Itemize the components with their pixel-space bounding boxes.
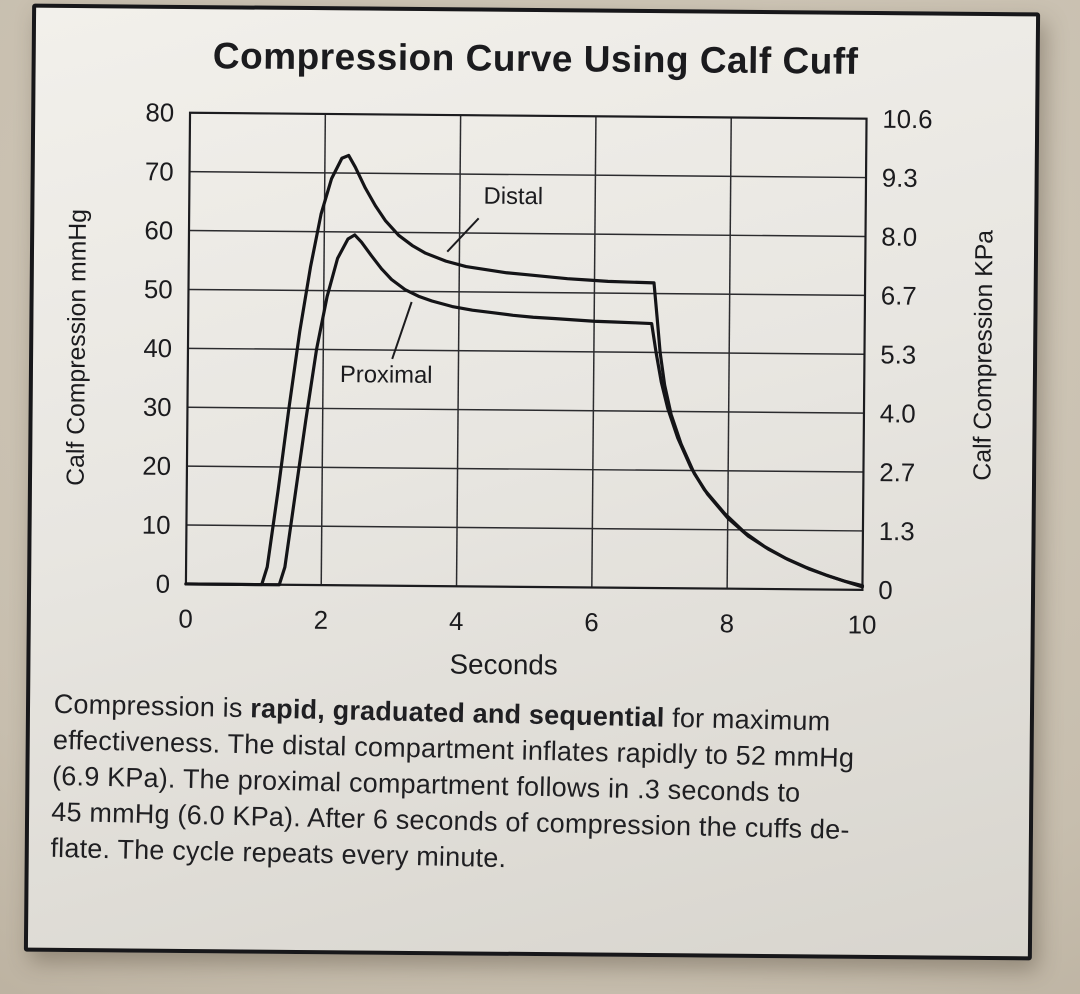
y-tick-mmhg: 60 xyxy=(144,217,173,245)
grid-line-vertical xyxy=(726,117,732,589)
caption-emphasis: rapid, graduated and sequential xyxy=(249,693,665,733)
chart-container: 0 0 10 1.3 20 2.7 30 4.0 40 5.3 50 6.7 60 8.0 70 9.3 80 1… xyxy=(38,82,1035,686)
y-tick-mmhg: 30 xyxy=(143,394,172,422)
grid-line-horizontal xyxy=(187,347,865,355)
y-tick-kpa: 8.0 xyxy=(881,224,917,252)
y-tick-kpa: 0 xyxy=(878,577,893,605)
x-tick: 6 xyxy=(584,609,599,637)
y-tick-kpa: 6.7 xyxy=(881,282,917,310)
y-tick-kpa: 4.0 xyxy=(880,400,916,428)
y-tick-mmhg: 0 xyxy=(156,571,171,599)
y-tick-mmhg: 50 xyxy=(144,276,173,304)
y-tick-mmhg: 20 xyxy=(142,453,171,481)
caption-run: for maximum xyxy=(664,702,831,737)
y-axis-label-right: Calf Compression KPa xyxy=(969,230,998,481)
plot-frame xyxy=(184,111,868,591)
caption-text: Compression is rapid, graduated and sequ… xyxy=(50,687,992,888)
y-tick-kpa: 9.3 xyxy=(882,165,918,193)
y-tick-kpa: 5.3 xyxy=(880,341,916,369)
grid-line-vertical xyxy=(320,113,327,586)
y-tick-mmhg: 80 xyxy=(145,99,174,127)
grid-line-horizontal xyxy=(188,288,866,297)
series-distal xyxy=(184,153,865,589)
grid-line-horizontal xyxy=(186,524,863,532)
y-tick-kpa: 10.6 xyxy=(882,106,932,134)
series-proximal xyxy=(184,233,865,588)
compression-chart: 0 010 1.320 2.730 4.040 5.350 6.760 8.070 9.380 1… xyxy=(63,99,999,681)
grid-line-horizontal xyxy=(189,170,867,179)
caption-run: Compression is xyxy=(53,689,251,724)
grid-line-horizontal xyxy=(186,465,864,473)
annotation-leader xyxy=(446,217,480,253)
x-axis-label: Seconds xyxy=(449,649,557,681)
chart-title: Compression Curve Using Calf Cuff xyxy=(212,35,859,82)
annotation-label: Proximal xyxy=(340,361,433,389)
y-axis-label-left: Calf Compression mmHg xyxy=(63,209,92,486)
x-tick: 10 xyxy=(848,611,877,639)
grid-line-vertical xyxy=(455,115,462,587)
x-tick: 2 xyxy=(314,607,329,635)
grid-line-horizontal xyxy=(188,229,866,238)
y-tick-mmhg: 40 xyxy=(143,335,172,363)
x-tick: 8 xyxy=(720,610,735,638)
y-tick-kpa: 1.3 xyxy=(879,518,915,546)
y-tick-mmhg: 70 xyxy=(145,158,174,186)
grid-line-horizontal xyxy=(187,406,864,414)
grid-line-vertical xyxy=(591,116,597,588)
annotation-label: Distal xyxy=(483,183,543,211)
y-tick-kpa: 2.7 xyxy=(879,459,915,487)
x-tick: 4 xyxy=(449,608,464,636)
x-tick: 0 xyxy=(178,606,193,634)
instruction-label: Compression Curve Using Calf Cuff 0 0 10 1.… xyxy=(23,3,1041,961)
y-tick-mmhg: 10 xyxy=(142,512,171,540)
annotation-leader xyxy=(391,301,413,360)
caption-run: flate. The cycle repeats every minute. xyxy=(50,832,507,873)
